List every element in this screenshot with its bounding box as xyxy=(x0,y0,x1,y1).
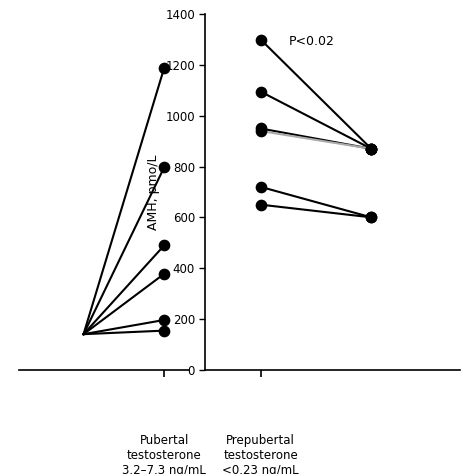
Point xyxy=(257,183,264,191)
Point xyxy=(161,327,168,335)
Text: Prepubertal
testosterone
<0.23 ng/mL: Prepubertal testosterone <0.23 ng/mL xyxy=(222,434,299,474)
Point xyxy=(161,270,168,278)
Point xyxy=(257,125,264,132)
Point xyxy=(367,145,375,153)
Point xyxy=(367,145,375,153)
Point xyxy=(367,145,375,153)
Point xyxy=(367,214,375,221)
Point xyxy=(161,164,168,171)
Text: P<0.02: P<0.02 xyxy=(288,35,334,47)
Point xyxy=(257,201,264,209)
Point xyxy=(257,36,264,44)
Point xyxy=(257,88,264,95)
Point xyxy=(367,145,375,153)
Point xyxy=(161,316,168,324)
Y-axis label: AMH, pmo/L: AMH, pmo/L xyxy=(147,154,160,230)
Point xyxy=(161,64,168,72)
Point xyxy=(367,214,375,221)
Point xyxy=(257,127,264,135)
Point xyxy=(161,242,168,249)
Text: Pubertal
testosterone
3.2–7.3 ng/mL: Pubertal testosterone 3.2–7.3 ng/mL xyxy=(122,434,206,474)
